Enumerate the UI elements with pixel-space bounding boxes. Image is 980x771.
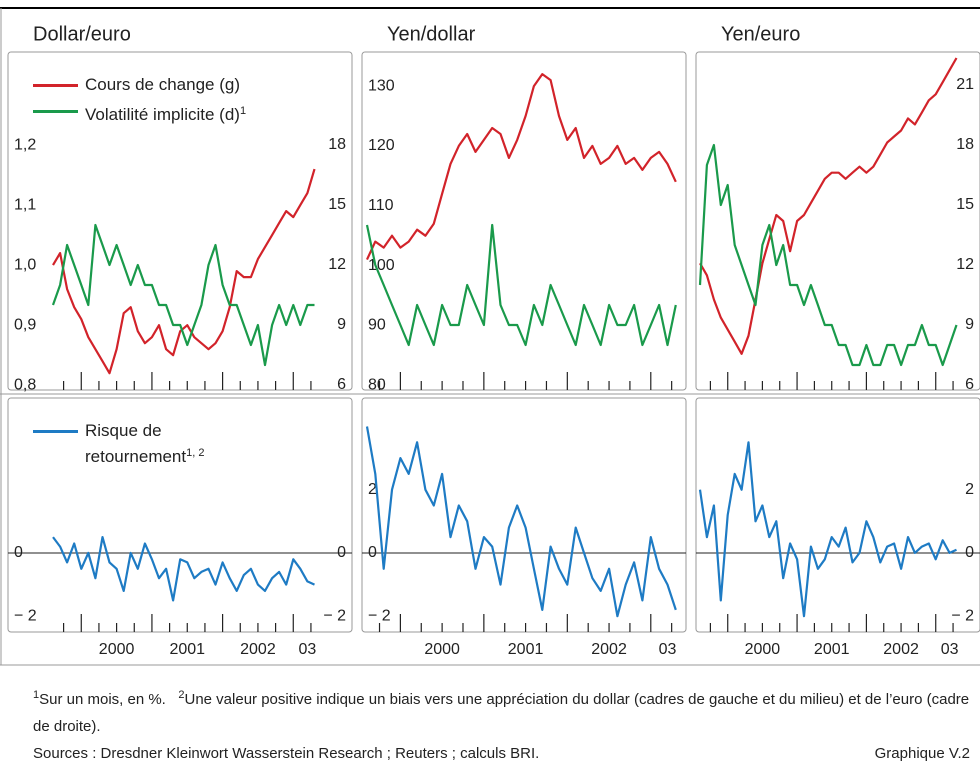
legend-footnote-ref: 1: [239, 105, 247, 117]
y-tick-label: 1,2: [14, 136, 36, 153]
panel-title: Yen/euro: [721, 23, 800, 45]
data-line: [698, 143, 958, 367]
x-tick-label: 03: [941, 641, 959, 658]
data-line: [365, 223, 677, 347]
legend-swatch: [33, 84, 78, 87]
data-line: [52, 536, 315, 602]
x-tick-label: 2002: [591, 641, 627, 658]
figure-label: Graphique V.2: [874, 745, 970, 762]
legend-footnote-ref: 1, 2: [186, 447, 205, 459]
legend-item: Risque de retournement1, 2: [33, 420, 275, 468]
y-tick-label: 2: [368, 481, 377, 498]
x-tick-label: 2001: [814, 641, 850, 658]
legend-swatch: [33, 430, 78, 433]
footnote-mark: 1: [33, 689, 40, 701]
y2-tick-label: 9: [337, 316, 346, 333]
x-tick-label: 2000: [424, 641, 460, 658]
x-tick-label: 03: [659, 641, 677, 658]
legend-swatch: [33, 110, 78, 113]
data-line: [365, 426, 677, 618]
legend: Risque de retournement1, 2: [33, 420, 275, 472]
x-tick-label: 2002: [883, 641, 919, 658]
y2-tick-label: 9: [965, 316, 974, 333]
y2-tick-label: 12: [328, 256, 346, 273]
panel: [361, 397, 687, 633]
legend-label-box: Cours de change (g): [85, 74, 275, 96]
y2-tick-label: 21: [956, 76, 974, 93]
y-tick-label: 130: [368, 77, 395, 94]
y-tick-label: 110: [368, 197, 394, 214]
y2-tick-label: 15: [956, 196, 974, 213]
y2-tick-label: 0: [337, 544, 346, 561]
x-tick-label: 03: [299, 641, 317, 658]
data-line: [366, 73, 677, 261]
y2-tick-label: 18: [328, 136, 346, 153]
x-tick-label: 2000: [99, 641, 135, 658]
legend-item: Cours de change (g): [33, 74, 275, 96]
y2-tick-label: 18: [956, 136, 974, 153]
legend-label: Volatilité implicite (d): [85, 105, 240, 124]
y2-tick-label: 6: [337, 376, 346, 393]
legend-label: Cours de change (g): [85, 75, 240, 94]
sources: Sources : Dresdner Kleinwort Wasserstein…: [33, 745, 540, 762]
y-tick-label: 120: [368, 137, 395, 154]
legend: Cours de change (g) Volatilité implicite …: [33, 74, 275, 130]
x-tick-label: 2000: [745, 641, 781, 658]
y-tick-label: 0: [368, 544, 377, 561]
y-tick-label: 0,9: [14, 316, 36, 333]
y2-tick-label: 12: [956, 256, 974, 273]
data-line: [699, 57, 958, 355]
y2-tick-label: 15: [328, 196, 346, 213]
x-tick-label: 2002: [240, 641, 276, 658]
y2-tick-label: − 2: [951, 607, 974, 624]
legend-item: Volatilité implicite (d)1: [33, 100, 275, 126]
x-tick-label: 2001: [169, 641, 205, 658]
footnote-mark: 2: [178, 689, 185, 701]
y-tick-label: 90: [368, 317, 386, 334]
data-line: [698, 441, 957, 618]
panel: [695, 51, 980, 391]
legend-label: Risque de retournement: [85, 421, 187, 466]
y-tick-label: 100: [368, 257, 395, 274]
footnote: Une valeur positive indique un biais ver…: [33, 691, 970, 735]
y-tick-label: − 2: [14, 607, 37, 624]
legend-label-box: Risque de retournement1, 2: [85, 420, 275, 468]
footnote: Sur un mois, en %.: [39, 691, 166, 708]
y2-tick-label: 0: [965, 544, 974, 561]
panel: [695, 397, 980, 633]
legend-label-box: Volatilité implicite (d)1: [85, 100, 275, 126]
panel-title: Dollar/euro: [33, 23, 131, 45]
data-line: [52, 168, 316, 375]
panel: [7, 51, 353, 391]
y-tick-label: 0: [14, 544, 23, 561]
panel-title: Yen/dollar: [387, 23, 476, 45]
y2-tick-label: − 2: [323, 607, 346, 624]
y-tick-label: 1,0: [14, 256, 36, 273]
y2-tick-label: 6: [965, 376, 974, 393]
data-line: [51, 223, 315, 367]
y-tick-label: − 2: [368, 607, 391, 624]
y-tick-label: 1,1: [14, 196, 36, 213]
y2-tick-label: 2: [965, 481, 974, 498]
x-tick-label: 2001: [508, 641, 544, 658]
footnotes: 1Sur un mois, en %. 2Une valeur positive…: [33, 682, 978, 740]
y-tick-label: 0,8: [14, 376, 36, 393]
y-tick-label: 80: [368, 376, 386, 393]
